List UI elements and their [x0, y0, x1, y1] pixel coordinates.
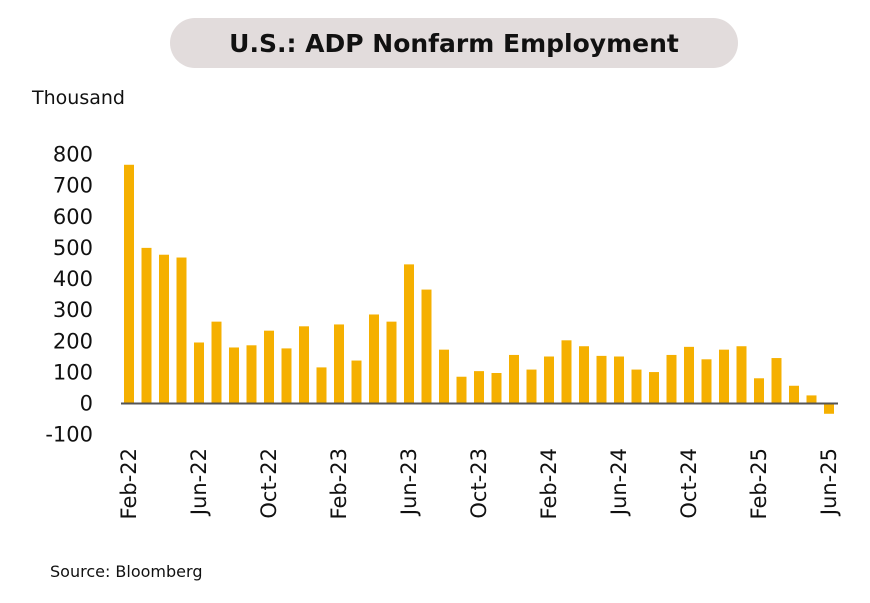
source-note: Source: Bloomberg [50, 562, 203, 581]
bar-Mar-25 [771, 358, 782, 404]
bar-Apr-25 [789, 385, 799, 404]
bar-Jul-23 [421, 289, 432, 404]
y-tick-label: 400 [53, 267, 93, 291]
bar-Feb-22 [124, 164, 134, 404]
y-tick-label: 600 [53, 205, 93, 229]
bar-Mar-23 [351, 360, 362, 404]
bar-Dec-22 [299, 326, 309, 404]
bar-Feb-23 [334, 324, 344, 404]
y-tick-label: 200 [53, 329, 93, 353]
bar-Aug-22 [229, 347, 239, 404]
bar-Aug-24 [649, 372, 659, 404]
bar-Jun-24 [614, 356, 624, 404]
bar-Jan-25 [736, 346, 747, 404]
bar-Jun-23 [404, 264, 414, 404]
x-tick-label: Feb-22 [117, 448, 141, 519]
bar-Nov-22 [281, 348, 292, 404]
x-tick-label: Jun-24 [607, 448, 631, 517]
x-tick-label: Feb-25 [747, 448, 771, 519]
bar-Oct-23 [474, 371, 484, 404]
x-tick-label: Oct-23 [467, 448, 491, 519]
bar-Jun-22 [194, 342, 204, 404]
bar-Jan-23 [316, 367, 327, 404]
x-tick-label: Jun-25 [817, 448, 841, 517]
bar-Sep-24 [666, 354, 677, 404]
bar-Oct-24 [684, 346, 694, 404]
bar-Feb-24 [544, 356, 554, 404]
bar-Mar-24 [561, 340, 572, 404]
bar-Apr-23 [369, 314, 379, 404]
x-tick-label: Oct-22 [257, 448, 281, 519]
x-tick-label: Feb-24 [537, 448, 561, 519]
x-tick-label: Jun-22 [187, 448, 211, 517]
bar-May-24 [596, 355, 607, 404]
y-tick-label: 800 [53, 143, 93, 167]
y-tick-label: 100 [53, 360, 93, 384]
bar-Mar-22 [141, 247, 152, 404]
bar-Nov-23 [491, 372, 502, 404]
bar-Sep-22 [246, 345, 257, 404]
bar-Dec-24 [719, 349, 729, 404]
bar-Jun-25 [824, 403, 834, 414]
bar-May-22 [176, 257, 187, 404]
bar-Sep-23 [456, 376, 467, 404]
bar-Apr-22 [159, 254, 169, 404]
y-tick-label: -100 [45, 423, 93, 447]
bar-Jan-24 [526, 369, 537, 404]
bar-Feb-25 [754, 378, 764, 404]
x-tick-label: Jun-23 [397, 448, 421, 517]
x-tick-label: Feb-23 [327, 448, 351, 519]
bar-Jul-22 [211, 321, 222, 404]
bar-Apr-24 [579, 346, 589, 404]
bar-Nov-24 [701, 359, 712, 404]
y-tick-label: 500 [53, 236, 93, 260]
chart-title: U.S.: ADP Nonfarm Employment [170, 18, 738, 68]
y-axis-unit-label: Thousand [32, 87, 125, 109]
bar-Jul-24 [631, 369, 642, 404]
bar-May-23 [386, 321, 397, 404]
y-tick-label: 300 [53, 298, 93, 322]
y-tick-label: 0 [80, 392, 93, 416]
bar-Dec-23 [509, 354, 519, 404]
y-tick-label: 700 [53, 174, 93, 198]
bar-May-25 [806, 395, 817, 404]
bar-Oct-22 [264, 330, 274, 404]
x-tick-label: Oct-24 [677, 448, 701, 519]
bar-Aug-23 [439, 349, 449, 404]
